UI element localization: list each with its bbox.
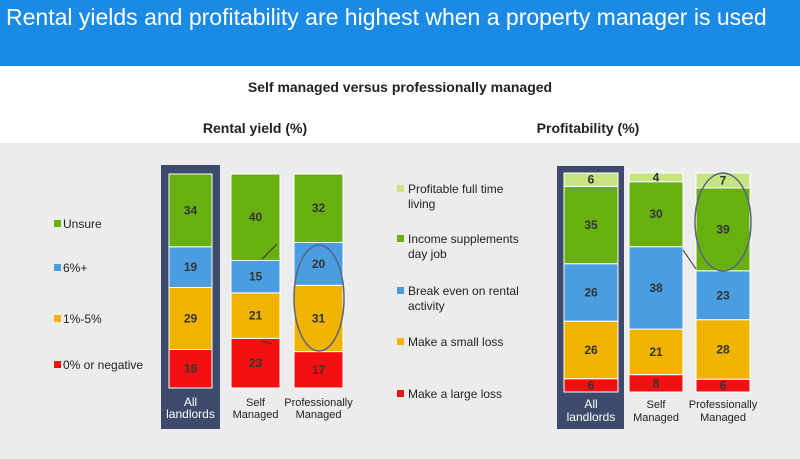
page-title: Rental yields and profitability are high… (6, 4, 767, 30)
profitability-bar-segment (563, 185, 619, 265)
profitability-category-label: Self (647, 399, 667, 411)
rental-yield-title: Rental yield (%) (202, 120, 308, 136)
rental-yield-data-label: 15 (249, 270, 263, 284)
rental-yield-bar-segment (293, 242, 344, 286)
profitability-bar-segment (628, 181, 684, 248)
profitability-category-label: Managed (700, 412, 746, 424)
profitability-category-label: All (584, 397, 597, 411)
profitability-data-label: 6 (720, 379, 727, 393)
rental-yield-legend-label: Unsure (63, 217, 102, 231)
rental-yield-data-label: 23 (249, 356, 263, 370)
rental-yield-data-label: 32 (312, 201, 326, 215)
profitability-legend-swatch (397, 185, 404, 192)
profitability-bar-segment (628, 246, 684, 330)
profitability-legend-label: day job (408, 247, 447, 261)
profitability-data-label: 38 (649, 281, 663, 295)
header-banner: Rental yields and profitability are high… (0, 0, 800, 66)
profitability-bar-segment (695, 187, 751, 272)
profitability-legend-label: Income supplements (408, 232, 519, 246)
profitability-category-label: Professionally (689, 399, 758, 411)
profitability-category-label: Managed (633, 412, 679, 424)
rental-yield-bar-segment (230, 292, 281, 339)
profitability-bar-segment (695, 319, 751, 380)
profitability-data-label: 35 (584, 218, 598, 232)
profitability-bar-segment (563, 172, 619, 187)
rental-yield-bar-segment (293, 173, 344, 243)
rental-yield-connector-line (261, 243, 278, 260)
rental-yield-bar-segment (293, 351, 344, 389)
rental-yield-category-label: All (184, 395, 197, 409)
rental-yield-data-label: 29 (184, 311, 198, 325)
profitability-data-label: 28 (716, 343, 730, 357)
rental-yield-legend-label: 0% or negative (63, 358, 143, 372)
profitability-legend-label: Break even on rental (408, 284, 519, 298)
profitability-bar-segment (563, 263, 619, 322)
rental-yield-legend-swatch (54, 220, 61, 227)
profitability-bar-segment (695, 270, 751, 321)
profitability-data-label: 8 (653, 376, 660, 390)
profitability-data-label: 6 (588, 378, 595, 392)
profitability-bar-segment (563, 320, 619, 380)
profitability-legend-swatch (397, 390, 404, 397)
rental-yield-bar-segment (168, 286, 213, 350)
rental-yield-legend-swatch (54, 264, 61, 271)
profitability-legend-label: Make a large loss (408, 387, 502, 401)
rental-yield-category-label: Managed (233, 409, 279, 421)
rental-yield-legend-swatch (54, 315, 61, 322)
profitability-data-label: 21 (649, 345, 663, 359)
profitability-data-label: 23 (716, 288, 730, 302)
profitability-data-label: 39 (716, 222, 730, 236)
rental-yield-bar-segment (230, 173, 281, 261)
chart-subtitle: Self managed versus professionally manag… (247, 79, 553, 95)
profitability-legend-label: Make a small loss (408, 335, 503, 349)
rental-yield-legend-label: 1%-5% (63, 312, 102, 326)
rental-yield-data-label: 31 (312, 311, 326, 325)
rental-yield-data-label: 40 (249, 210, 263, 224)
rental-yield-bar-segment (168, 246, 213, 289)
rental-yield-highlight-ellipse (293, 244, 345, 352)
rental-yield-data-label: 34 (184, 203, 198, 217)
rental-yield-legend-label: 6%+ (63, 261, 87, 275)
profitability-data-label: 4 (653, 170, 660, 184)
profitability-legend-label: Profitable full time (408, 182, 504, 196)
profitability-legend-swatch (397, 287, 404, 294)
rental-yield-data-label: 21 (249, 309, 263, 323)
profitability-bar-segment (628, 172, 684, 183)
profitability-connector-line (682, 249, 697, 270)
profitability-legend-swatch (397, 235, 404, 242)
rental-yield-bar-segment (168, 349, 213, 389)
rental-yield-category-label: Professionally (284, 397, 353, 409)
rental-yield-bar-segment (230, 337, 281, 389)
rental-yield-data-label: 20 (312, 257, 326, 271)
profitability-data-label: 26 (584, 286, 598, 300)
rental-yield-bar-segment (168, 173, 213, 248)
profitability-category-label: landlords (567, 410, 616, 424)
rental-yield-data-label: 19 (184, 260, 198, 274)
profitability-data-label: 26 (584, 343, 598, 357)
profitability-legend-swatch (397, 338, 404, 345)
rental-yield-legend-swatch (54, 361, 61, 368)
profitability-data-label: 7 (720, 173, 727, 187)
rental-yield-category-label: landlords (166, 407, 215, 421)
profitability-legend-label: activity (408, 299, 445, 313)
profitability-data-label: 30 (649, 207, 663, 221)
profitability-data-label: 6 (588, 173, 595, 187)
profitability-highlight-ellipse (694, 172, 752, 272)
rental-yield-bar-segment (230, 260, 281, 294)
rental-yield-connector-line (261, 340, 273, 345)
profitability-title: Profitability (%) (536, 120, 640, 136)
rental-yield-category-label: Managed (296, 409, 342, 421)
rental-yield-category-label: Self (246, 397, 266, 409)
profitability-legend-label: living (408, 197, 435, 211)
rental-yield-bar-segment (293, 284, 344, 353)
rental-yield-data-label: 18 (184, 362, 198, 376)
rental-yield-data-label: 17 (312, 363, 326, 377)
profitability-bar-segment (628, 328, 684, 376)
